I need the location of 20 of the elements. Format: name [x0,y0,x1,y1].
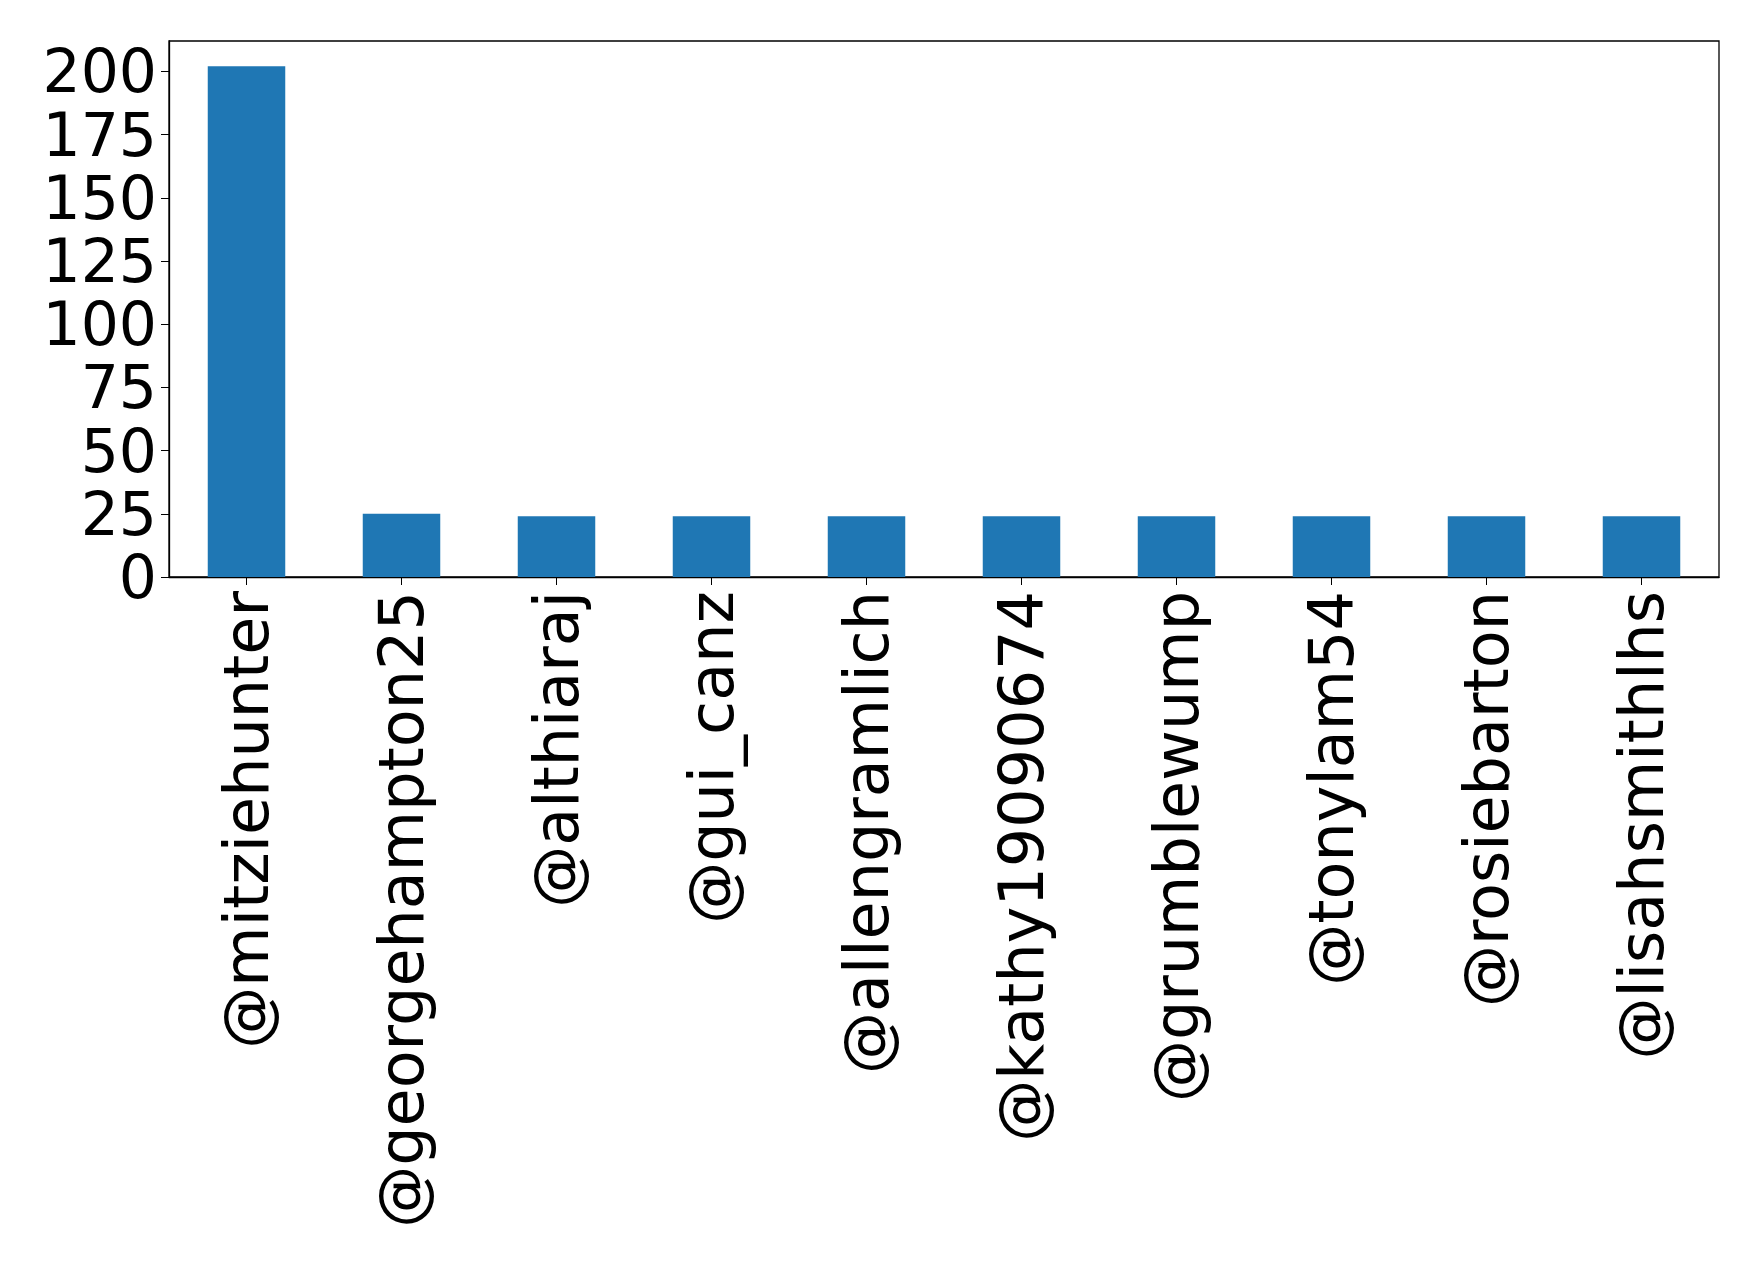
x-tick-label: @althiaraj [520,591,593,908]
x-tick-label: @grumblewump [1140,591,1213,1103]
x-tick-label: @gui_canz [675,591,748,924]
x-tick-label: @mitziehunter [210,590,283,1049]
bar [982,516,1061,577]
bar [1602,516,1681,577]
x-tick-label: @allengramlich [830,591,903,1074]
bar [672,516,751,577]
x-tick-label: @lisahsmithlhs [1605,591,1678,1060]
x-tick-label: @georgehampton25 [365,591,438,1228]
bar [1447,516,1526,577]
bar [1292,516,1371,577]
x-tick-label: @rosiebarton [1450,591,1523,1008]
x-tick-label: @tonylam54 [1295,591,1368,986]
bar [517,516,596,577]
bar [1137,516,1216,577]
bar [827,516,906,577]
bar [207,66,286,577]
bar [362,513,441,577]
x-tick-label: @kathy19090674 [985,591,1058,1142]
